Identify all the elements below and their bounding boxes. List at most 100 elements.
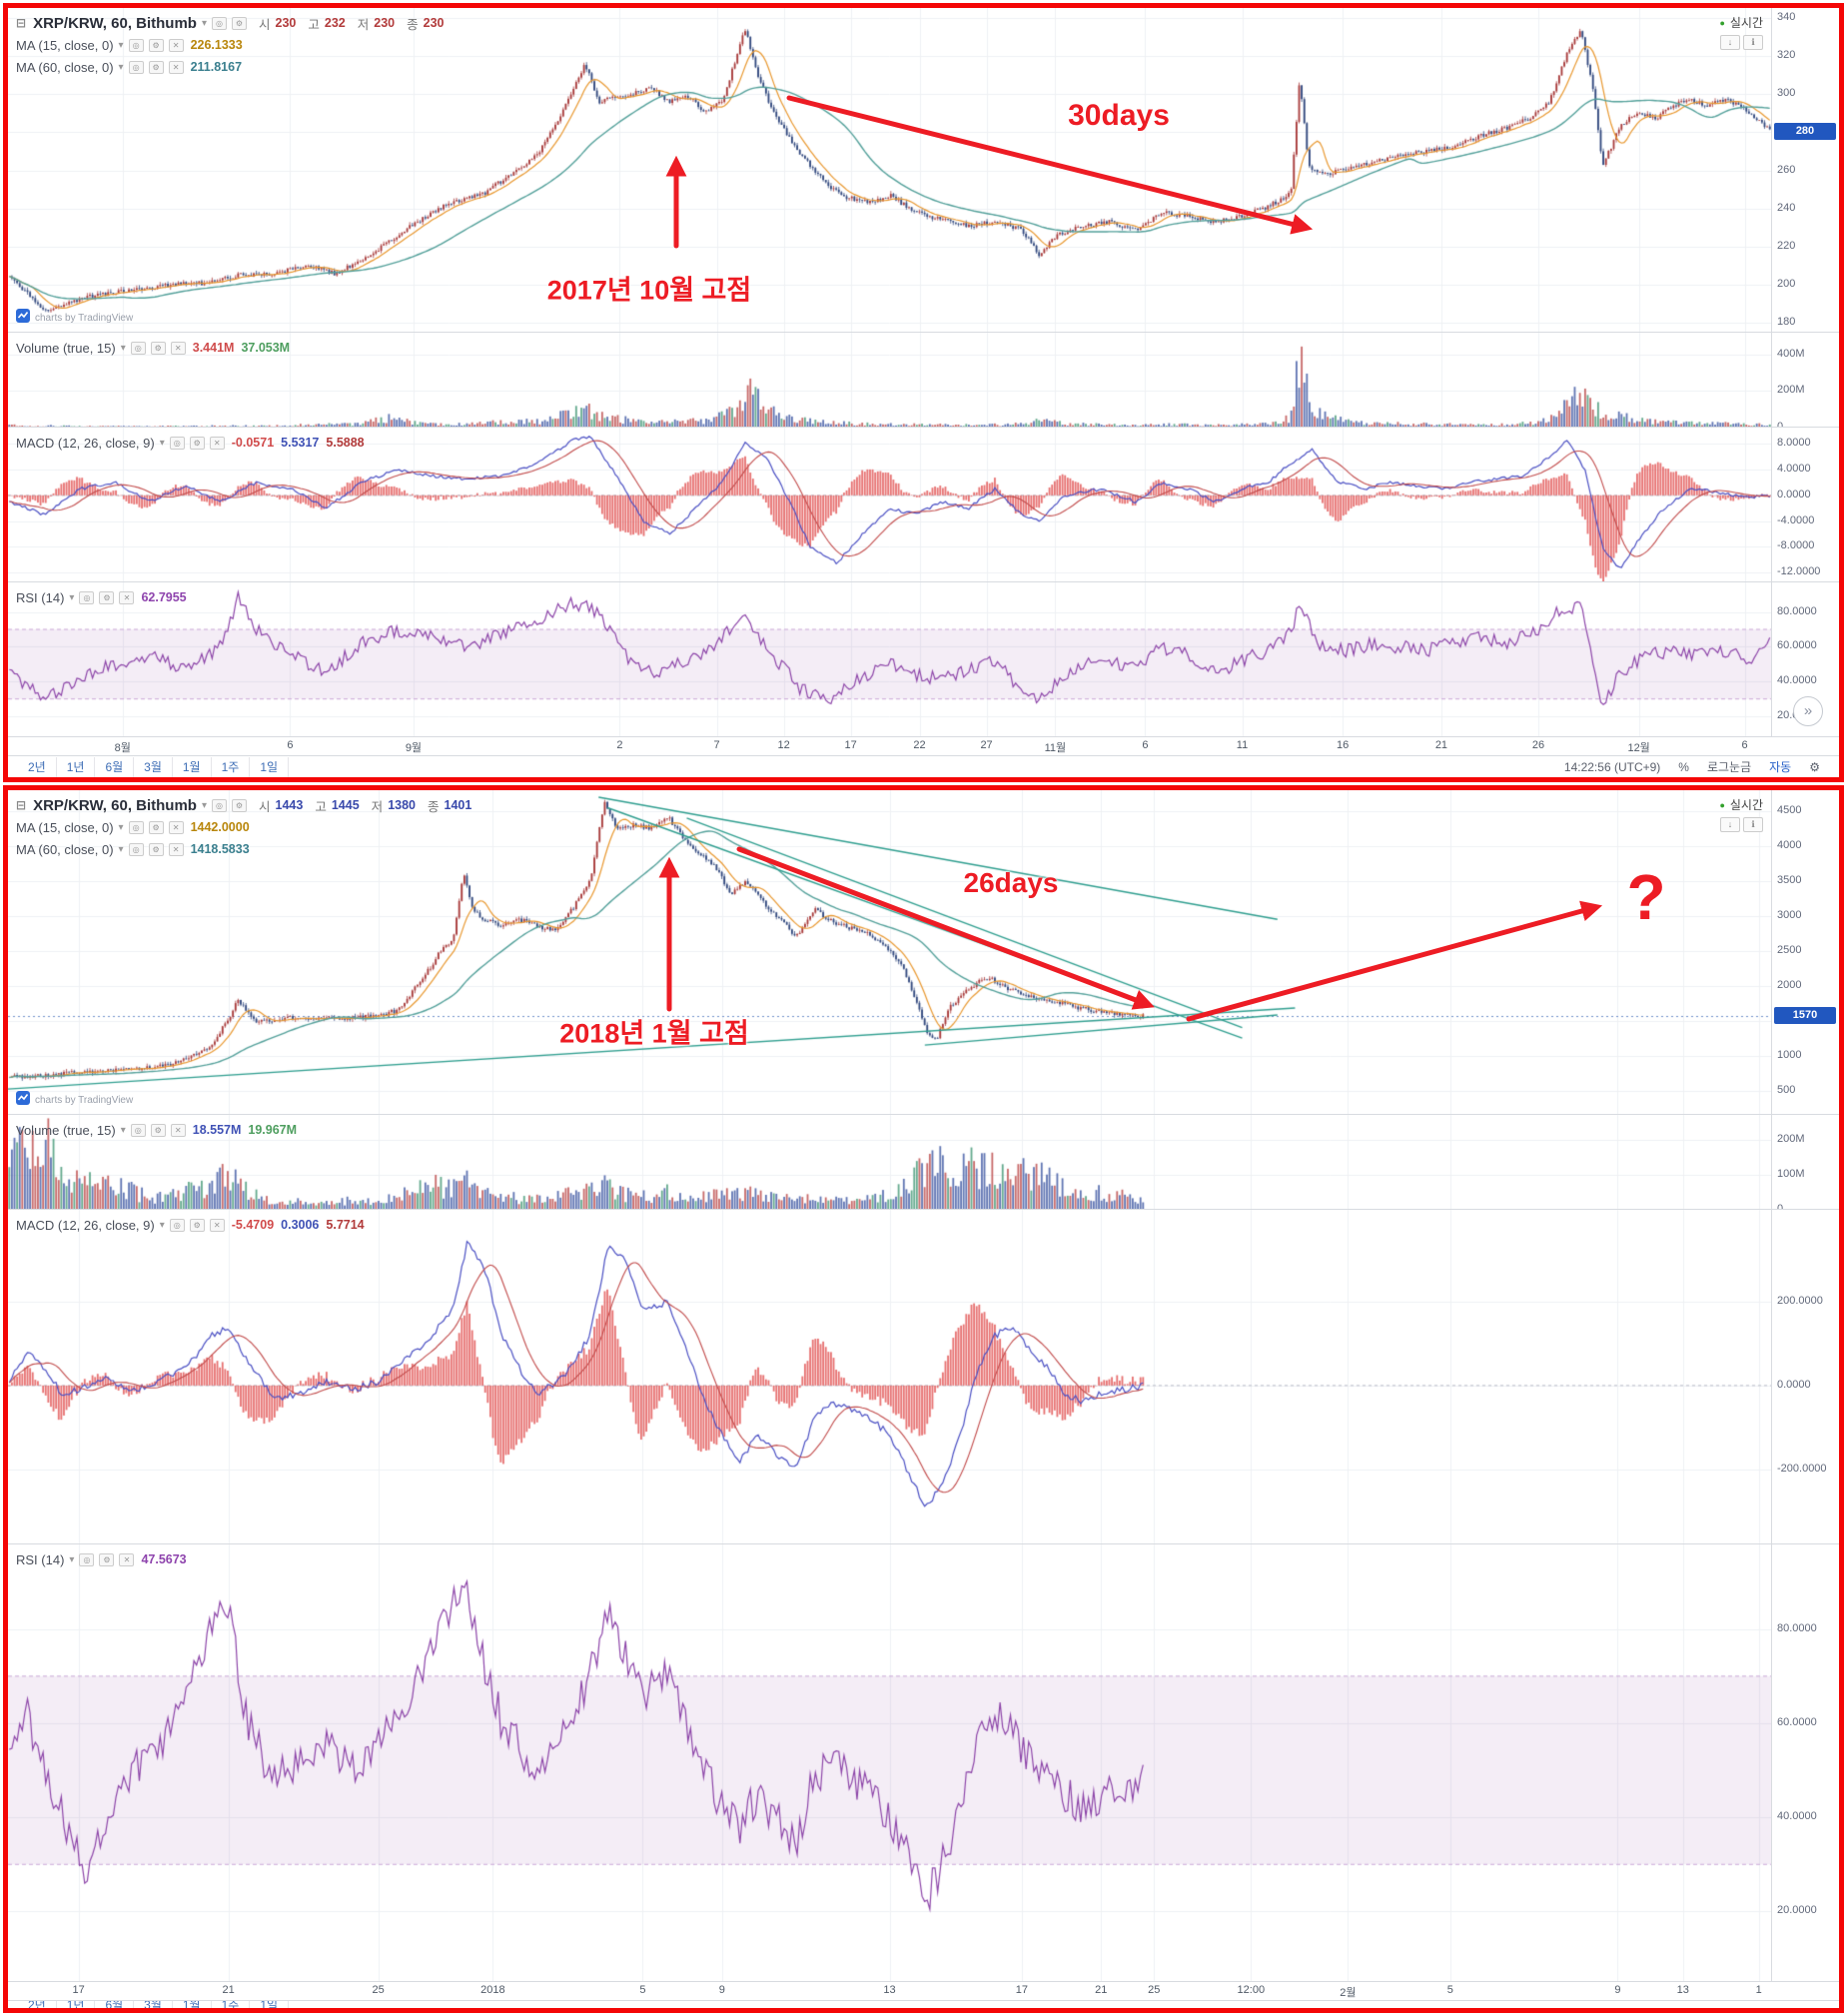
settings-icon[interactable]: ⚙ bbox=[189, 1218, 205, 1232]
settings-icon[interactable]: ⚙ bbox=[148, 38, 164, 52]
chevron-down-icon[interactable]: ▾ bbox=[69, 1553, 75, 1565]
annotation-label-1: 30days bbox=[1068, 99, 1170, 132]
info-icon[interactable]: ℹ bbox=[1743, 35, 1763, 50]
timeframe-button[interactable]: 3월 bbox=[134, 2001, 173, 2008]
settings-icon[interactable]: ⚙ bbox=[189, 436, 205, 450]
close-icon[interactable]: ✕ bbox=[170, 341, 186, 355]
close-icon[interactable]: ✕ bbox=[209, 436, 225, 450]
chevron-down-icon[interactable]: ▾ bbox=[201, 799, 208, 811]
ohlc-label: 종 bbox=[407, 17, 419, 32]
indicator-value: 1442.0000 bbox=[190, 820, 250, 834]
close-icon[interactable]: ✕ bbox=[168, 38, 184, 52]
close-icon[interactable]: ✕ bbox=[168, 842, 184, 856]
close-icon[interactable]: ✕ bbox=[119, 1552, 135, 1566]
settings-icon[interactable]: ⚙ bbox=[148, 842, 164, 856]
timeframe-button[interactable]: 6월 bbox=[95, 756, 135, 777]
toolbar-button[interactable]: 로그눈금 bbox=[1706, 759, 1752, 774]
chevron-down-icon[interactable]: ▾ bbox=[201, 17, 208, 29]
eye-icon[interactable]: ◎ bbox=[169, 1218, 185, 1232]
timeframe-button[interactable]: 1일 bbox=[250, 756, 290, 777]
settings-icon[interactable]: ⚙ bbox=[150, 1123, 166, 1137]
macd-plot-area[interactable] bbox=[8, 428, 1771, 581]
x-axis-tick-label: 17 bbox=[844, 739, 857, 751]
legend: MACD (12, 26, close, 9) ▾ ◎ ⚙ ✕ -5.4709 0.3006… bbox=[16, 1214, 365, 1236]
settings-icon[interactable]: ⚙ bbox=[148, 60, 164, 74]
eye-icon[interactable]: ◎ bbox=[79, 1552, 95, 1566]
chevron-down-icon[interactable]: ▾ bbox=[159, 1219, 165, 1231]
timeframe-button[interactable]: 1주 bbox=[212, 2001, 251, 2008]
timeframe-button[interactable]: 1일 bbox=[250, 2001, 290, 2008]
window-icon[interactable]: ⊟ bbox=[16, 16, 27, 30]
settings-icon[interactable]: ⚙ bbox=[232, 16, 248, 30]
settings-icon[interactable]: ⚙ bbox=[150, 341, 166, 355]
scroll-right-button[interactable]: » bbox=[1793, 696, 1823, 726]
eye-icon[interactable]: ◎ bbox=[128, 842, 144, 856]
axis-tick-label: 0 bbox=[1777, 421, 1784, 428]
timeframe-button[interactable]: 1년 bbox=[57, 2001, 96, 2008]
indicator-legend: MA (15, close, 0) ▾ ◎ ⚙ ✕ 226.1333 bbox=[16, 34, 445, 56]
realtime-indicator: ● 실시간 ↓ ℹ bbox=[1719, 14, 1763, 50]
settings-icon[interactable]: ⚙ bbox=[99, 1552, 115, 1566]
rsi-plot-area[interactable] bbox=[8, 582, 1771, 736]
close-icon[interactable]: ✕ bbox=[168, 820, 184, 834]
current-price-badge: 280 bbox=[1774, 123, 1836, 141]
eye-icon[interactable]: ◎ bbox=[128, 38, 144, 52]
chevron-down-icon[interactable]: ▾ bbox=[118, 843, 124, 855]
close-icon[interactable]: ✕ bbox=[168, 60, 184, 74]
eye-icon[interactable]: ◎ bbox=[212, 16, 228, 30]
chevron-down-icon[interactable]: ▾ bbox=[159, 437, 165, 449]
eye-icon[interactable]: ◎ bbox=[212, 798, 228, 812]
download-icon[interactable]: ↓ bbox=[1720, 817, 1740, 832]
x-axis-tick-label: 12 bbox=[777, 739, 790, 751]
chevron-down-icon[interactable]: ▾ bbox=[69, 591, 75, 603]
settings-icon[interactable]: ⚙ bbox=[232, 798, 248, 812]
timeframe-button[interactable]: 1월 bbox=[173, 756, 212, 777]
x-axis-tick-label: 9 bbox=[1614, 1984, 1621, 1996]
window-icon[interactable]: ⊟ bbox=[16, 798, 27, 812]
indicator-value: 1418.5833 bbox=[190, 842, 250, 856]
toolbar-button[interactable]: 14:22:56 (UTC+9) bbox=[1563, 759, 1661, 774]
eye-icon[interactable]: ◎ bbox=[130, 341, 146, 355]
gear-icon[interactable]: ⚙ bbox=[1809, 759, 1820, 774]
chevron-down-icon[interactable]: ▾ bbox=[118, 821, 124, 833]
chevron-down-icon[interactable]: ▾ bbox=[118, 39, 124, 51]
chevron-down-icon[interactable]: ▾ bbox=[120, 1124, 126, 1136]
current-price-badge: 1570 bbox=[1774, 1006, 1836, 1024]
timeframe-button[interactable]: 2년 bbox=[18, 2001, 57, 2008]
eye-icon[interactable]: ◎ bbox=[128, 60, 144, 74]
axis-tick-label: 240 bbox=[1777, 201, 1796, 214]
timeframe-button[interactable]: 2년 bbox=[18, 756, 57, 777]
settings-icon[interactable]: ⚙ bbox=[99, 590, 115, 604]
volume-plot-area[interactable] bbox=[8, 1115, 1771, 1209]
toolbar-button[interactable]: 자동 bbox=[1769, 759, 1792, 774]
volume-plot-area[interactable] bbox=[8, 333, 1771, 427]
timeframe-button[interactable]: 1년 bbox=[57, 756, 96, 777]
macd-plot-area[interactable] bbox=[8, 1210, 1771, 1543]
close-icon[interactable]: ✕ bbox=[209, 1218, 225, 1232]
close-icon[interactable]: ✕ bbox=[170, 1123, 186, 1137]
timeframe-buttons: 2년 1년 6월 3월 1월 1주 1일 bbox=[18, 2001, 290, 2008]
symbol-name[interactable]: XRP/KRW, 60, Bithumb bbox=[33, 14, 197, 32]
eye-icon[interactable]: ◎ bbox=[169, 436, 185, 450]
eye-icon[interactable]: ◎ bbox=[79, 590, 95, 604]
chart-top: 340320300280260240220200180280⊟XRP/KRW, … bbox=[3, 3, 1844, 782]
download-icon[interactable]: ↓ bbox=[1720, 35, 1740, 50]
eye-icon[interactable]: ◎ bbox=[130, 1123, 146, 1137]
info-icon[interactable]: ℹ bbox=[1743, 817, 1763, 832]
timeframe-button[interactable]: 6월 bbox=[95, 2001, 135, 2008]
axis-tick-label: 320 bbox=[1777, 48, 1796, 61]
timeframe-button[interactable]: 3월 bbox=[134, 756, 173, 777]
rsi-plot-area[interactable] bbox=[8, 1544, 1771, 1981]
symbol-name[interactable]: XRP/KRW, 60, Bithumb bbox=[33, 796, 197, 814]
axis-tick-label: 1000 bbox=[1777, 1048, 1802, 1061]
close-icon[interactable]: ✕ bbox=[119, 590, 135, 604]
timeframe-button[interactable]: 1월 bbox=[173, 2001, 212, 2008]
toolbar-button[interactable]: % bbox=[1678, 759, 1689, 774]
eye-icon[interactable]: ◎ bbox=[128, 820, 144, 834]
chevron-down-icon[interactable]: ▾ bbox=[120, 342, 126, 354]
timeframe-button[interactable]: 1주 bbox=[212, 756, 251, 777]
chevron-down-icon[interactable]: ▾ bbox=[118, 61, 124, 73]
settings-icon[interactable]: ⚙ bbox=[148, 820, 164, 834]
pane-price: 450040003500300025002000150010005001570⊟… bbox=[8, 790, 1839, 1115]
